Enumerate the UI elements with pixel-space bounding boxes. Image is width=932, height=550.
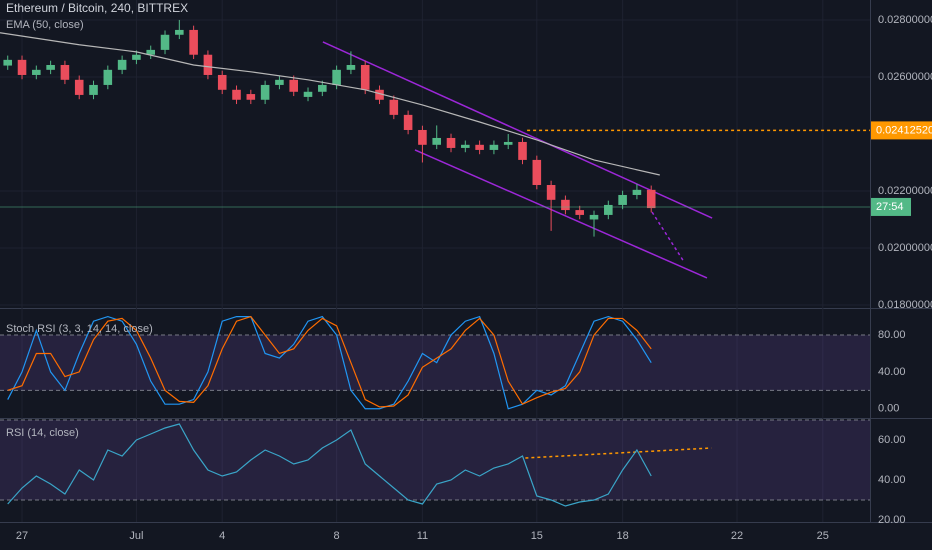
candle-body — [332, 69, 341, 85]
annotation — [651, 211, 685, 263]
date-label: 8 — [334, 530, 340, 542]
candle-body — [146, 49, 156, 55]
candle-body — [475, 144, 484, 150]
candle-body — [618, 194, 627, 205]
candle-body — [46, 64, 55, 70]
y-tick-label: 60.00 — [878, 434, 906, 446]
candle-body — [375, 89, 384, 100]
y-tick-label: 0.00 — [878, 403, 899, 415]
date-label: 4 — [219, 530, 225, 542]
candle-body — [175, 29, 184, 35]
candle-body — [561, 199, 570, 211]
candle-body — [103, 69, 113, 85]
y-tick-label: 0.01800000 — [878, 299, 932, 311]
candle-body — [60, 64, 70, 80]
candle-body — [260, 84, 270, 100]
rsi-label: RSI (14, close) — [6, 427, 79, 439]
candle-body — [589, 214, 599, 220]
candle-body — [503, 141, 513, 145]
candle-body — [3, 59, 13, 66]
candle-body — [189, 29, 198, 55]
annotation — [322, 41, 713, 219]
y-tick-label: 40.00 — [878, 366, 906, 378]
candle-body — [432, 137, 442, 145]
candle-body — [346, 64, 356, 70]
indicator-line — [7, 315, 652, 410]
price-tag — [871, 197, 911, 216]
date-label: 11 — [417, 530, 428, 542]
indicator-label: EMA (50, close) — [6, 19, 84, 31]
date-label: Jul — [129, 530, 143, 542]
candle-body — [546, 184, 556, 200]
candle-body — [446, 137, 456, 148]
y-tick-label: 0.02000000 — [878, 242, 932, 254]
band — [0, 335, 870, 391]
date-label: 18 — [616, 530, 628, 542]
candle-body — [403, 114, 413, 130]
candle-body — [17, 59, 27, 75]
candle-body — [132, 54, 141, 60]
candle-body — [232, 89, 241, 100]
indicator-line — [7, 315, 652, 408]
indicator-line — [7, 423, 652, 507]
candle-body — [160, 34, 170, 50]
stoch-label: Stoch RSI (3, 3, 14, 14, close) — [6, 323, 153, 335]
candle-body — [532, 159, 542, 185]
band — [0, 420, 870, 500]
y-tick-label: 40.00 — [878, 474, 906, 486]
ema-line — [0, 32, 660, 176]
candle-body — [289, 79, 299, 92]
date-label: 22 — [731, 530, 743, 542]
candle-body — [74, 79, 84, 95]
candle-body — [318, 84, 327, 92]
symbol-title: Ethereum / Bitcoin, 240, BITTREX — [6, 1, 188, 15]
candle-body — [89, 84, 98, 95]
candle-body — [303, 91, 313, 97]
candle-body — [32, 69, 41, 75]
candle-body — [518, 141, 527, 160]
candle-body — [246, 94, 256, 100]
annotation — [414, 149, 708, 279]
candle-body — [461, 144, 470, 148]
candle-body — [389, 99, 399, 115]
candle-body — [360, 64, 370, 90]
candle-body — [646, 189, 656, 209]
price-tag — [871, 121, 932, 140]
candle-body — [203, 54, 213, 75]
y-tick-label: 0.02200000 — [878, 185, 932, 197]
y-tick-label: 0.02800000 — [878, 14, 932, 26]
date-label: 27 — [16, 530, 28, 542]
y-tick-label: 80.00 — [878, 329, 906, 341]
price-tag-text: 27:54 — [876, 201, 904, 213]
candle-body — [575, 210, 585, 215]
candle-body — [489, 144, 499, 150]
candle-body — [275, 79, 284, 85]
y-tick-label: 0.02600000 — [878, 71, 932, 83]
candle-body — [418, 129, 427, 145]
candle-body — [604, 204, 613, 215]
y-tick-label: 20.00 — [878, 514, 906, 526]
candle-body — [117, 59, 127, 70]
annotation — [525, 447, 712, 459]
date-label: 15 — [531, 530, 543, 542]
date-label: 25 — [817, 530, 829, 542]
candle-body — [632, 189, 642, 195]
price-tag-text: 0.02412520 — [876, 124, 932, 136]
candle-body — [217, 74, 227, 90]
